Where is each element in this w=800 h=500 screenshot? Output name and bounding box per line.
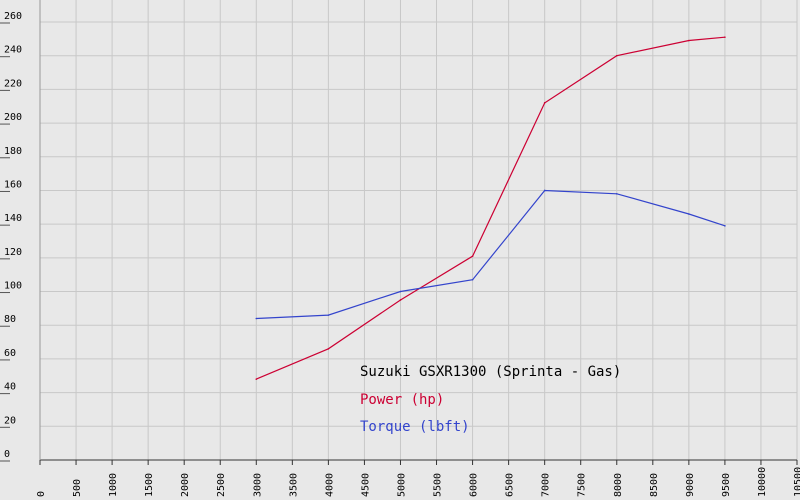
x-tick-label: 3500 [288,473,299,497]
x-tick-label: 7000 [541,473,552,497]
x-tick-label: 4500 [360,473,371,497]
y-tick-label: 160 [4,179,22,190]
torque-data-point [688,213,690,215]
x-tick-label: 9000 [685,473,696,497]
power-data-point [543,102,546,104]
torque-data-point [255,317,258,320]
power-data-point [255,378,258,380]
y-tick-label: 260 [4,11,22,22]
x-tick-label: 8500 [649,473,660,497]
power-data-point [327,348,330,350]
y-tick-label: 220 [4,78,22,89]
x-tick-label: 4000 [324,473,335,497]
x-tick-label: 5000 [396,473,407,497]
power-data-point [724,36,726,38]
legend: Suzuki GSXR1300 (Sprinta - Gas) Power (h… [360,364,621,435]
x-tick-label: 8000 [613,473,624,497]
legend-item-power: Power (hp) [360,392,444,408]
x-tick-label: 5500 [433,473,444,497]
y-tick-label: 240 [4,45,22,56]
x-tick-label: 1500 [144,473,155,497]
x-tick-label: 0 [36,491,47,497]
x-tick-label: 10000 [757,467,768,497]
grid [39,0,798,461]
legend-item-torque: Torque (lbft) [360,419,470,435]
x-tick-label: 2500 [216,473,227,497]
y-tick-label: 40 [4,382,16,393]
series [255,36,726,380]
power-data-point [471,255,474,257]
y-tick-label: 0 [4,449,10,460]
torque-data-point [399,290,402,293]
y-tick-label: 20 [4,415,16,426]
x-tick-label: 3000 [252,473,263,497]
y-tick-label: 140 [4,213,22,224]
torque-series-line [256,189,726,320]
y-tick-label: 60 [4,348,16,359]
chart-title: Suzuki GSXR1300 (Sprinta - Gas) [360,364,621,380]
y-tick-label: 80 [4,314,16,325]
x-tick-label: 6000 [469,473,480,497]
torque-data-point [543,189,546,192]
y-tick-label: 200 [4,112,22,123]
y-tick-label: 100 [4,281,22,292]
x-tick-label: 9500 [721,473,732,497]
power-series-line [256,36,725,380]
y-tick-label: 180 [4,146,22,157]
x-tick-label: 7500 [577,473,588,497]
x-tick-label: 10500 [793,467,800,497]
x-tick-label: 6500 [505,473,516,497]
torque-data-point [615,193,618,195]
power-data-point [688,39,690,42]
power-data-point [615,54,618,57]
x-tick-label: 500 [72,479,83,497]
torque-data-point [327,314,330,316]
torque-data-point [471,278,474,281]
torque-data-point [724,225,726,227]
power-data-point [399,299,402,301]
x-tick-label: 2000 [180,473,191,497]
y-tick-label: 120 [4,247,22,258]
x-tick-label: 1000 [108,473,119,497]
